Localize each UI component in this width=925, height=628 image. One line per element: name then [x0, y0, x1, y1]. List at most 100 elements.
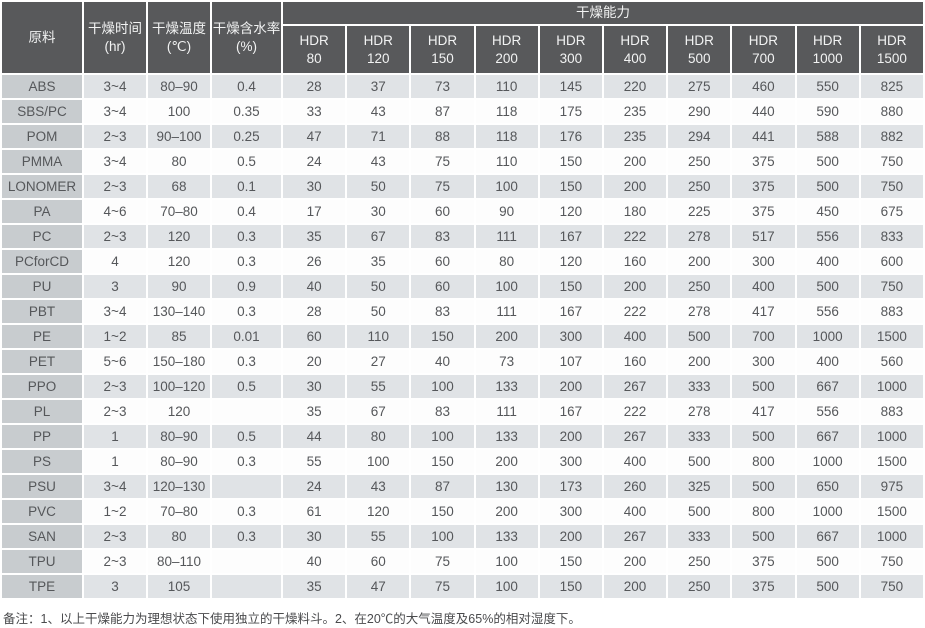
capacity-cell: 110 — [473, 73, 540, 100]
capacity-cell: 560 — [858, 348, 925, 375]
capacity-cell: 167 — [537, 223, 604, 250]
capacity-cell: 75 — [409, 173, 476, 200]
capacity-cell: 250 — [666, 273, 733, 300]
temp-cell: 90 — [146, 273, 212, 300]
capacity-cell: 50 — [345, 298, 412, 325]
capacity-cell: 750 — [858, 573, 925, 600]
capacity-cell: 133 — [473, 373, 540, 400]
time-cell: 3~4 — [82, 98, 148, 125]
capacity-cell: 200 — [666, 248, 733, 275]
material-cell: PET — [0, 348, 84, 375]
capacity-cell: 500 — [794, 148, 861, 175]
hdr-column-header: HDR 150 — [409, 24, 476, 75]
capacity-cell: 27 — [345, 348, 412, 375]
capacity-cell: 50 — [345, 173, 412, 200]
moisture-cell: 0.01 — [210, 323, 283, 350]
capacity-cell: 667 — [794, 423, 861, 450]
temp-cell: 80 — [146, 148, 212, 175]
capacity-cell: 110 — [345, 323, 412, 350]
capacity-cell: 100 — [409, 373, 476, 400]
capacity-cell: 278 — [666, 298, 733, 325]
capacity-cell: 61 — [280, 498, 348, 525]
capacity-cell: 290 — [666, 98, 733, 125]
hdr-column-header: HDR 500 — [666, 24, 733, 75]
capacity-cell: 167 — [537, 398, 604, 425]
capacity-cell: 120 — [537, 248, 604, 275]
time-cell: 2~3 — [82, 548, 148, 575]
capacity-cell: 235 — [601, 123, 669, 150]
capacity-cell: 24 — [280, 473, 348, 500]
capacity-cell: 200 — [601, 273, 669, 300]
capacity-cell: 250 — [666, 148, 733, 175]
capacity-cell: 30 — [345, 198, 412, 225]
capacity-cell: 500 — [730, 523, 797, 550]
temp-column-header: 干燥温度 (℃) — [146, 0, 212, 75]
capacity-cell: 145 — [537, 73, 604, 100]
capacity-cell: 500 — [794, 573, 861, 600]
table-row: PSU 3~4 120–130 24 43 87 130 173 260 325 500 650 975 — [0, 473, 925, 500]
capacity-cell: 667 — [794, 373, 861, 400]
capacity-cell: 590 — [794, 98, 861, 125]
hdr-column-header: HDR 80 — [280, 24, 348, 75]
capacity-cell: 43 — [345, 148, 412, 175]
capacity-cell: 150 — [409, 498, 476, 525]
capacity-cell: 375 — [730, 548, 797, 575]
capacity-cell: 200 — [473, 498, 540, 525]
capacity-cell: 118 — [473, 123, 540, 150]
capacity-cell: 100 — [473, 173, 540, 200]
capacity-cell: 40 — [280, 548, 348, 575]
capacity-cell: 200 — [537, 423, 604, 450]
time-cell: 2~3 — [82, 173, 148, 200]
time-cell: 3~4 — [82, 473, 148, 500]
material-cell: PP — [0, 423, 84, 450]
material-cell: SAN — [0, 523, 84, 550]
capacity-cell: 60 — [409, 248, 476, 275]
hdr-column-header: HDR 200 — [473, 24, 540, 75]
time-cell: 3~4 — [82, 73, 148, 100]
capacity-cell: 300 — [537, 498, 604, 525]
capacity-cell: 35 — [280, 573, 348, 600]
moisture-cell: 0.3 — [210, 523, 283, 550]
capacity-cell: 517 — [730, 223, 797, 250]
time-cell: 4~6 — [82, 198, 148, 225]
time-cell: 1~2 — [82, 323, 148, 350]
table-row: PVC 1~2 70–80 0.3 61 120 150 200 300 400 500 800 100… — [0, 498, 925, 525]
capacity-cell: 700 — [730, 323, 797, 350]
capacity-cell: 375 — [730, 573, 797, 600]
capacity-cell: 200 — [601, 148, 669, 175]
capacity-cell: 100 — [409, 523, 476, 550]
capacity-cell: 375 — [730, 198, 797, 225]
capacity-cell: 200 — [473, 448, 540, 475]
capacity-cell: 882 — [858, 123, 925, 150]
capacity-cell: 417 — [730, 398, 797, 425]
capacity-cell: 500 — [730, 423, 797, 450]
table-row: PL 2~3 120 35 67 83 111 167 222 278 417 556 883 — [0, 398, 925, 425]
capacity-cell: 500 — [794, 273, 861, 300]
capacity-cell: 250 — [666, 548, 733, 575]
temp-cell: 90–100 — [146, 123, 212, 150]
capacity-cell: 100 — [473, 573, 540, 600]
capacity-group-header: 干燥能力 — [281, 0, 925, 26]
capacity-cell: 55 — [345, 523, 412, 550]
moisture-cell: 0.1 — [210, 173, 283, 200]
table-row: PCforCD 4 120 0.3 26 35 60 80 120 160 200 300 400 600 — [0, 248, 925, 275]
moisture-cell: 0.9 — [210, 273, 283, 300]
capacity-cell: 71 — [345, 123, 412, 150]
temp-cell: 150–180 — [146, 348, 212, 375]
capacity-cell: 150 — [409, 448, 476, 475]
capacity-cell: 87 — [409, 473, 476, 500]
capacity-cell: 278 — [666, 223, 733, 250]
time-cell: 4 — [82, 248, 148, 275]
capacity-cell: 300 — [730, 248, 797, 275]
capacity-cell: 333 — [666, 423, 733, 450]
table-row: PMMA 3~4 80 0.5 24 43 75 110 150 200 250 375 500 750 — [0, 148, 925, 175]
capacity-cell: 750 — [858, 548, 925, 575]
time-header-label: 干燥时间 — [88, 21, 142, 37]
moisture-cell: 0.3 — [210, 498, 283, 525]
material-cell: LONOMER — [0, 173, 84, 200]
capacity-cell: 133 — [473, 523, 540, 550]
capacity-cell: 1500 — [858, 323, 925, 350]
material-cell: ABS — [0, 73, 84, 100]
material-cell: PS — [0, 448, 84, 475]
capacity-cell: 55 — [280, 448, 348, 475]
